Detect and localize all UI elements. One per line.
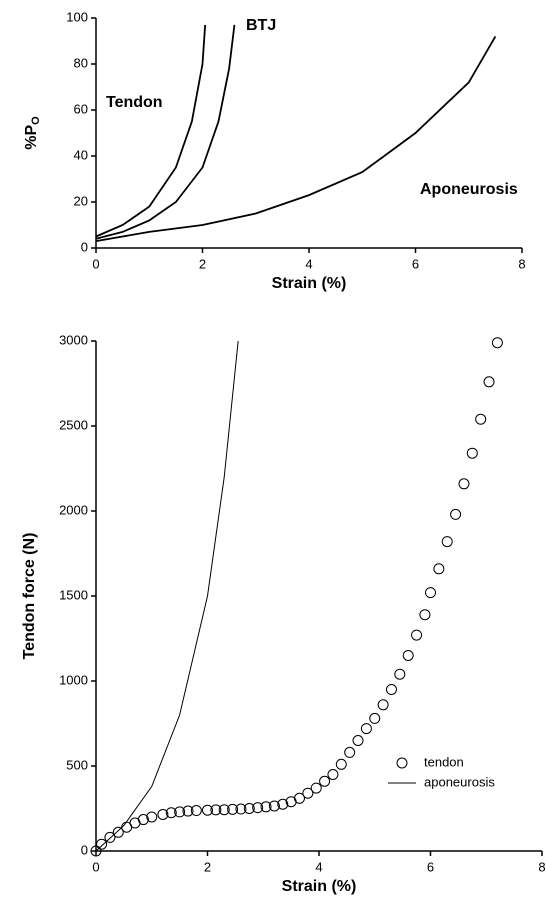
- data-point: [360, 723, 372, 735]
- data-point: [235, 803, 247, 815]
- y-axis-label: %PO: [23, 116, 42, 150]
- data-point: [433, 563, 445, 575]
- data-point: [190, 805, 202, 817]
- x-tick-label: 2: [204, 859, 211, 874]
- data-point: [402, 650, 414, 661]
- data-point: [419, 609, 431, 621]
- x-tick-label: 4: [305, 256, 312, 271]
- data-point: [491, 337, 503, 349]
- data-point: [302, 787, 314, 799]
- y-tick-label: 80: [74, 55, 88, 70]
- y-axis-label-main: Tendon force (N): [21, 533, 38, 660]
- data-point: [137, 814, 149, 826]
- data-point: [227, 803, 239, 815]
- series-line: [95, 340, 239, 852]
- data-point: [475, 413, 487, 425]
- data-point: [466, 447, 478, 459]
- data-point: [210, 804, 222, 816]
- data-point: [344, 746, 356, 758]
- data-point: [218, 804, 230, 816]
- y-tick-label: 1500: [59, 587, 88, 602]
- x-tick-label: 8: [538, 859, 545, 874]
- data-point: [146, 811, 158, 823]
- y-axis-label-main: %P: [23, 125, 40, 150]
- x-tick-label: 6: [427, 859, 434, 874]
- data-point: [165, 807, 177, 819]
- series-line: [95, 24, 207, 238]
- legend-marker: [396, 757, 408, 769]
- data-point: [441, 536, 453, 548]
- data-point: [293, 792, 305, 804]
- series-line: [95, 24, 236, 240]
- data-point: [335, 758, 347, 770]
- data-point: [319, 775, 331, 787]
- data-point: [394, 668, 406, 680]
- y-tick-label: 20: [74, 193, 88, 208]
- data-point: [425, 587, 436, 599]
- data-point: [277, 798, 289, 810]
- data-point: [243, 803, 255, 814]
- data-point: [157, 808, 169, 820]
- data-point: [252, 802, 264, 814]
- x-axis-label: Strain (%): [282, 878, 357, 895]
- y-tick-label: 500: [66, 757, 88, 772]
- y-axis-label-sub: O: [30, 116, 42, 125]
- data-point: [458, 478, 470, 490]
- y-tick-label: 3000: [59, 332, 88, 347]
- x-tick-label: 0: [92, 256, 99, 271]
- data-point: [385, 684, 397, 695]
- y-tick-label: 1000: [59, 672, 88, 687]
- x-tick-label: 2: [199, 256, 206, 271]
- legend-label: aponeurosis: [424, 774, 495, 789]
- data-point: [174, 806, 186, 818]
- data-point: [268, 800, 280, 812]
- legend-label: tendon: [424, 754, 464, 769]
- x-tick-label: 6: [412, 256, 419, 271]
- data-point: [450, 508, 462, 520]
- y-axis-label: Tendon force (N): [21, 533, 38, 660]
- series-label: Aponeurosis: [420, 181, 518, 198]
- y-tick-label: 40: [74, 147, 88, 162]
- data-point: [377, 699, 389, 711]
- x-tick-label: 0: [92, 859, 99, 874]
- data-point: [310, 782, 322, 794]
- y-tick-label: 60: [74, 101, 88, 116]
- y-tick-label: 0: [81, 842, 88, 857]
- data-point: [112, 826, 124, 838]
- data-point: [202, 804, 213, 816]
- data-point: [182, 805, 194, 817]
- data-point: [96, 838, 108, 850]
- x-tick-label: 4: [315, 859, 322, 874]
- x-axis-label: Strain (%): [272, 275, 347, 292]
- data-point: [327, 769, 339, 780]
- y-tick-label: 100: [66, 9, 88, 24]
- data-point: [411, 629, 423, 641]
- y-tick-label: 2000: [59, 502, 88, 517]
- data-point: [369, 712, 381, 724]
- series-line: [95, 35, 497, 242]
- y-tick-label: 0: [81, 239, 88, 254]
- x-tick-label: 8: [518, 256, 525, 271]
- data-point: [260, 801, 272, 813]
- data-point: [104, 831, 116, 843]
- data-point: [483, 376, 495, 388]
- y-tick-label: 2500: [59, 417, 88, 432]
- data-point: [352, 735, 364, 746]
- data-point: [90, 845, 102, 857]
- series-label: BTJ: [246, 17, 276, 34]
- series-label: Tendon: [106, 94, 163, 111]
